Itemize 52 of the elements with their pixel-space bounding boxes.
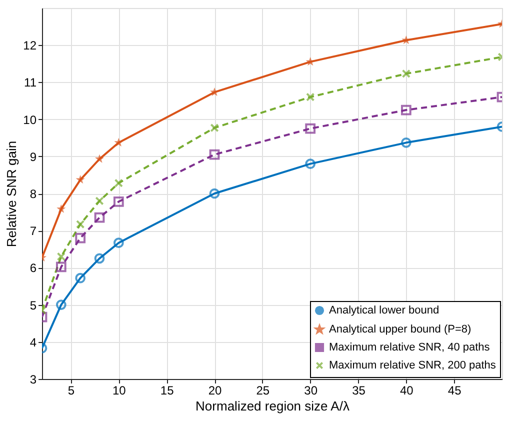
point bbox=[305, 158, 316, 169]
point bbox=[95, 196, 104, 206]
point bbox=[94, 154, 104, 163]
x-tick-label: 35 bbox=[352, 384, 366, 398]
point bbox=[402, 36, 411, 44]
point bbox=[76, 175, 85, 184]
point bbox=[400, 104, 412, 116]
legend-label: Maximum relative SNR, 40 paths bbox=[329, 342, 490, 354]
y-tick-label: 12 bbox=[23, 38, 37, 53]
point bbox=[75, 232, 86, 244]
point bbox=[113, 238, 124, 248]
point bbox=[402, 69, 411, 78]
point bbox=[56, 262, 66, 272]
point bbox=[94, 212, 105, 223]
point bbox=[94, 253, 105, 264]
y-tick-label: 11 bbox=[24, 76, 37, 90]
point bbox=[306, 92, 315, 102]
x-tick-label: 30 bbox=[304, 384, 318, 398]
legend-label: Maximum relative SNR, 200 paths bbox=[329, 360, 496, 372]
y-tick-label: 3 bbox=[30, 372, 37, 386]
point bbox=[114, 178, 124, 188]
y-axis-title: Relative SNR gain bbox=[4, 140, 20, 248]
point bbox=[56, 252, 66, 261]
x-tick-label: 25 bbox=[256, 384, 270, 398]
point bbox=[400, 138, 412, 148]
y-tick-label: 7 bbox=[30, 224, 37, 238]
point bbox=[113, 196, 124, 207]
point bbox=[114, 138, 124, 147]
y-tick-label: 8 bbox=[30, 187, 37, 201]
point bbox=[75, 272, 86, 284]
y-tick-label: 6 bbox=[30, 261, 37, 276]
legend-label: Analytical upper bound (P=8) bbox=[329, 324, 472, 336]
point bbox=[56, 204, 66, 213]
x-tick-label: 10 bbox=[112, 384, 126, 398]
x-tick-label: 5 bbox=[68, 384, 75, 398]
x-tick-label: 20 bbox=[208, 384, 222, 398]
x-axis-title: Normalized region size A/λ bbox=[196, 398, 350, 414]
y-tick-label: 5 bbox=[30, 298, 37, 312]
point bbox=[76, 220, 85, 229]
point bbox=[210, 123, 219, 132]
point bbox=[305, 123, 316, 134]
x-tick-label: 45 bbox=[448, 384, 462, 398]
point bbox=[209, 188, 220, 199]
x-tick-label: 40 bbox=[400, 384, 414, 398]
point bbox=[209, 149, 220, 160]
point bbox=[56, 300, 66, 310]
x-tick-label: 15 bbox=[160, 384, 174, 398]
legend-label: Analytical lower bound bbox=[329, 304, 440, 316]
y-tick-label: 4 bbox=[30, 335, 37, 350]
point bbox=[306, 57, 315, 66]
y-tick-label: 9 bbox=[30, 150, 37, 164]
y-tick-label: 10 bbox=[23, 112, 37, 127]
